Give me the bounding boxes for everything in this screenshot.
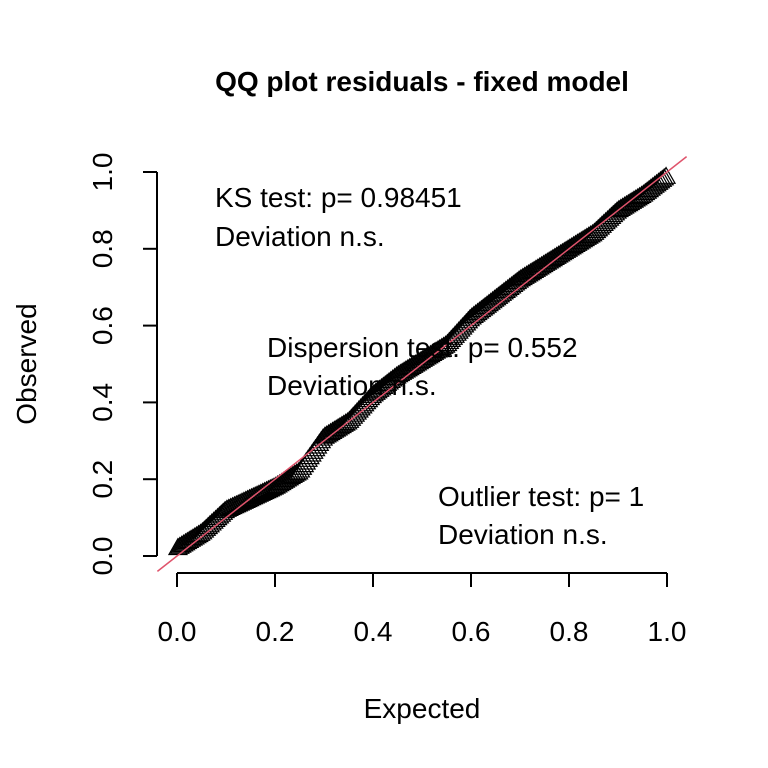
data-point — [599, 208, 620, 226]
ks-test-annotation: KS test: p= 0.98451 Deviation n.s. — [215, 182, 462, 252]
y-tick-label: 0.6 — [87, 306, 118, 345]
x-tick-label: 0.8 — [550, 616, 589, 647]
outlier-test-result: Outlier test: p= 1 — [438, 481, 644, 512]
data-point — [284, 464, 305, 482]
x-tick-label: 0.2 — [256, 616, 295, 647]
data-point — [433, 336, 454, 354]
y-tick-label: 0.4 — [87, 383, 118, 422]
data-point — [597, 209, 618, 228]
x-axis: 0.0 0.2 0.4 0.6 0.8 1.0 — [158, 572, 687, 647]
x-axis-label: Expected — [364, 693, 481, 724]
y-axis: 0.0 0.2 0.4 0.6 0.8 1.0 — [87, 153, 158, 576]
data-point — [288, 461, 309, 480]
x-tick-label: 1.0 — [648, 616, 687, 647]
x-tick-label: 0.6 — [452, 616, 491, 647]
x-tick-label: 0.0 — [158, 616, 197, 647]
data-point — [179, 530, 200, 548]
dispersion-test-result: Dispersion test: p= 0.552 — [267, 332, 578, 363]
data-point — [429, 338, 450, 357]
outlier-test-annotation: Outlier test: p= 1 Deviation n.s. — [438, 481, 644, 550]
data-point — [576, 227, 597, 245]
outlier-test-deviation: Deviation n.s. — [438, 519, 608, 550]
data-point — [198, 516, 219, 535]
reference-line — [156, 156, 688, 572]
data-point — [631, 185, 652, 203]
data-point — [196, 518, 217, 536]
y-axis-label: Observed — [11, 303, 42, 424]
data-point — [194, 520, 215, 538]
data-point — [203, 511, 224, 529]
data-point — [571, 230, 592, 249]
data-point — [590, 217, 611, 235]
data-point — [201, 513, 222, 531]
ks-test-result: KS test: p= 0.98451 — [215, 182, 462, 213]
ks-test-deviation: Deviation n.s. — [215, 221, 385, 252]
data-point — [192, 521, 213, 540]
data-point — [591, 215, 613, 233]
data-point — [595, 211, 616, 230]
data-point — [622, 191, 643, 209]
dispersion-test-deviation: Deviation n.s. — [267, 370, 437, 401]
y-tick-label: 0.0 — [87, 537, 118, 576]
data-point — [588, 218, 609, 237]
y-tick-label: 0.8 — [87, 229, 118, 268]
data-point — [335, 413, 356, 431]
y-tick-label: 1.0 — [87, 153, 118, 192]
data-point — [586, 220, 607, 239]
data-point — [582, 223, 603, 242]
data-point — [331, 415, 352, 434]
data-point — [280, 466, 302, 485]
dispersion-test-annotation: Dispersion test: p= 0.552 Deviation n.s. — [267, 332, 578, 401]
data-point — [584, 222, 605, 240]
chart-title: QQ plot residuals - fixed model — [215, 66, 629, 97]
data-point — [593, 213, 614, 232]
data-point — [184, 526, 205, 545]
data-point — [190, 523, 211, 541]
y-tick-label: 0.2 — [87, 460, 118, 499]
data-point — [199, 514, 221, 533]
data-point — [277, 468, 298, 487]
x-tick-label: 0.4 — [354, 616, 393, 647]
